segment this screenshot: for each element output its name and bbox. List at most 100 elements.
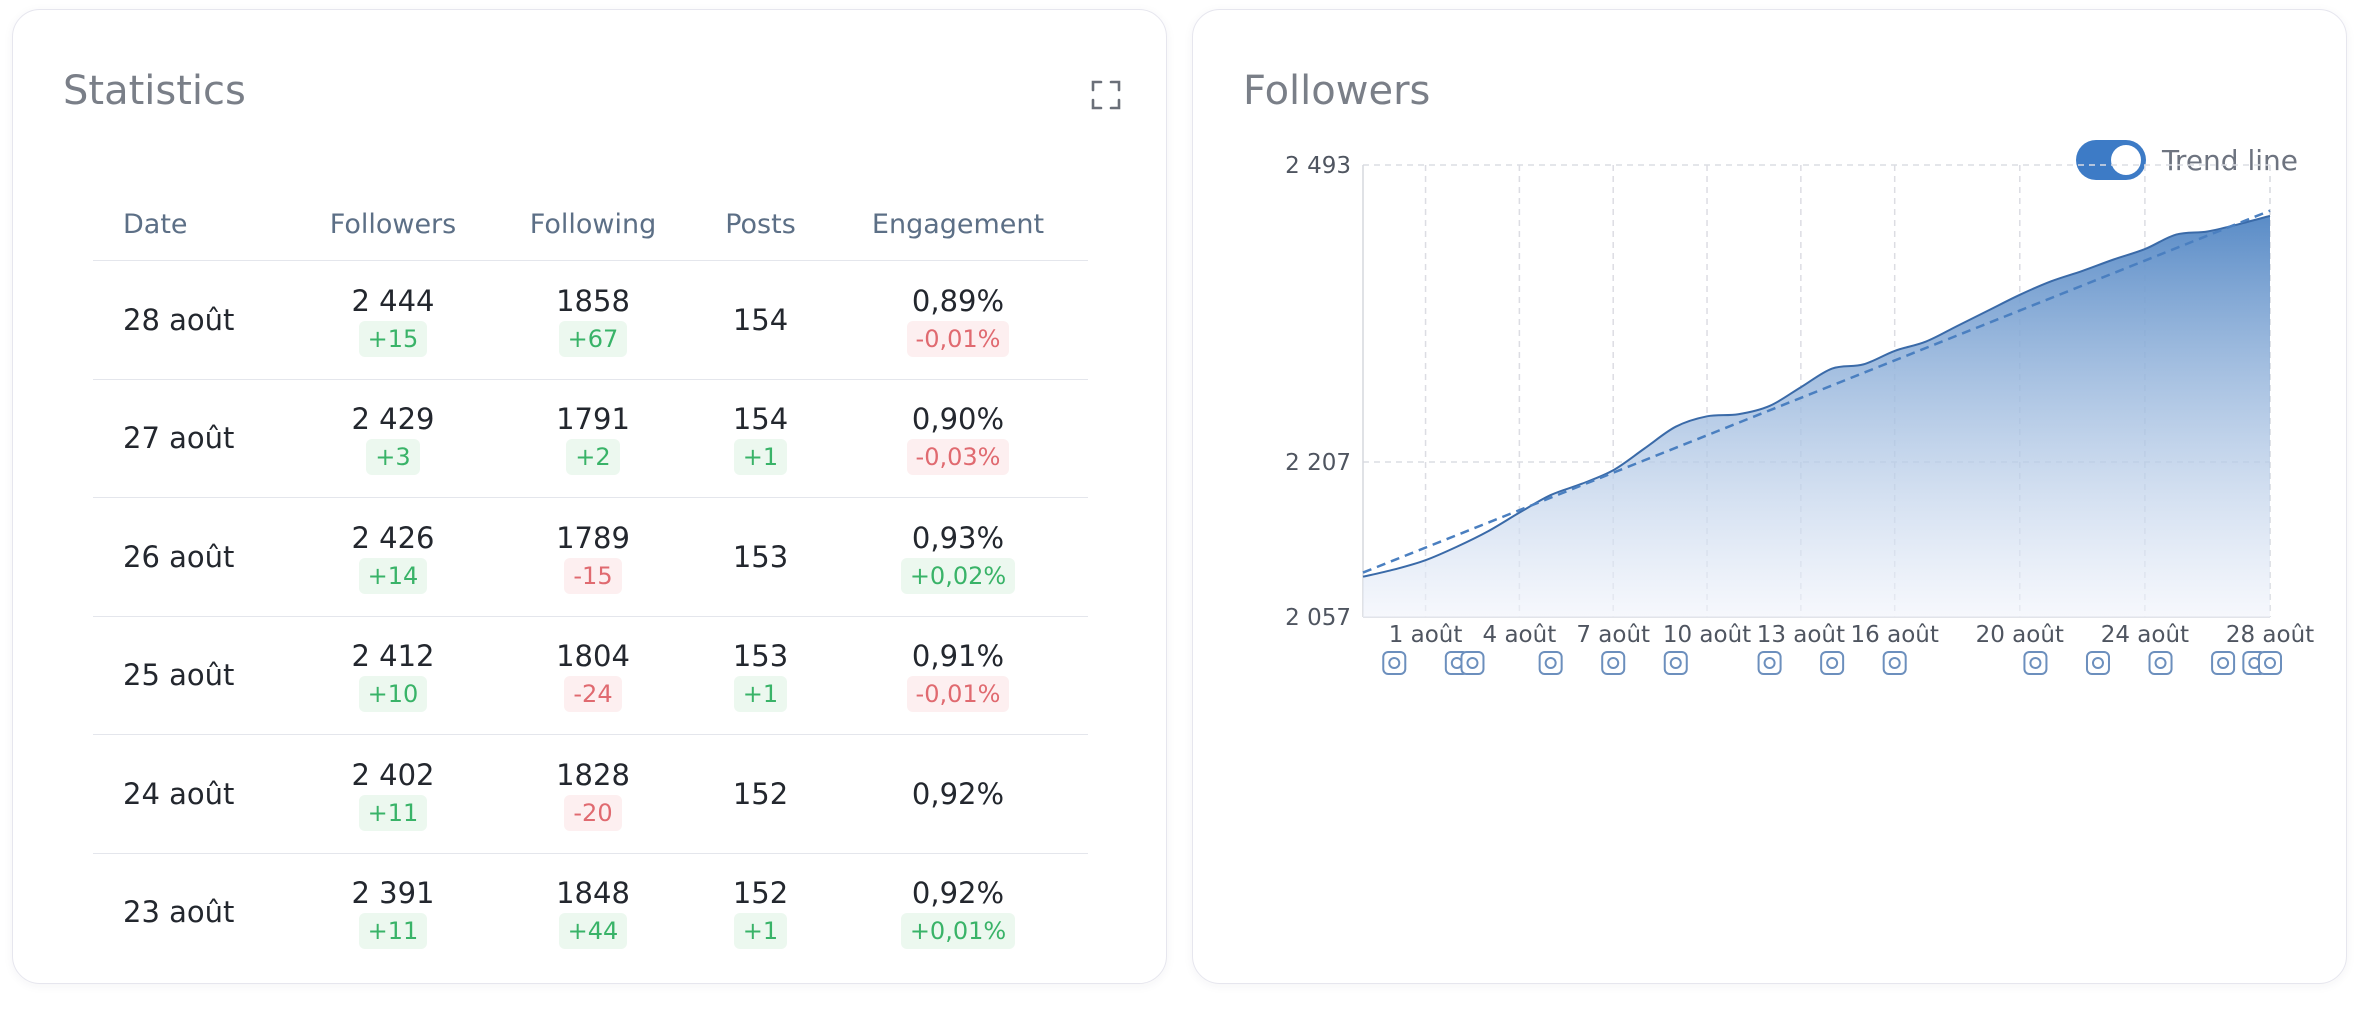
cell-engagement: 0,89% -0,01%	[828, 260, 1088, 380]
date-value: 28 août	[123, 302, 235, 337]
engagement-value: 0,93%	[911, 520, 1005, 555]
engagement-value: 0,90%	[911, 402, 1005, 437]
followers-delta-badge: +11	[358, 913, 428, 950]
following-delta-badge: +2	[566, 439, 620, 476]
following-value: 1804	[556, 639, 630, 674]
followers-value: 2 429	[351, 402, 435, 437]
followers-value: 2 391	[351, 876, 435, 911]
instagram-post-icon[interactable]	[1382, 651, 1407, 675]
instagram-post-icon[interactable]	[1757, 651, 1782, 675]
engagement-value: 0,89%	[911, 283, 1005, 318]
cell-posts: 154	[693, 260, 828, 380]
cell-following: 1791 +2	[493, 379, 693, 498]
cell-followers: 2 429 +3	[293, 379, 493, 498]
toggle-knob	[2110, 145, 2141, 175]
cell-followers: 2 391 +11	[293, 853, 493, 971]
instagram-post-icon[interactable]	[2023, 651, 2048, 675]
x-tick-label: 24 août	[2101, 622, 2189, 648]
cell-engagement: 0,91% -0,01%	[828, 616, 1088, 735]
cell-posts: 153	[693, 497, 828, 617]
column-header-engagement[interactable]: Engagement	[828, 188, 1088, 261]
column-header-following[interactable]: Following	[493, 188, 693, 261]
instagram-post-icon[interactable]	[2258, 651, 2282, 675]
instagram-post-icon[interactable]	[2085, 651, 2110, 675]
trend-line-label: Trend line	[2161, 143, 2298, 177]
following-value: 1828	[556, 757, 630, 792]
following-value: 1791	[556, 402, 630, 437]
column-header-followers[interactable]: Followers	[293, 188, 493, 261]
cell-following: 1858 +67	[493, 260, 693, 380]
followers-delta-badge: +3	[366, 439, 420, 476]
posts-delta-badge: +1	[733, 913, 788, 950]
cell-posts: 152	[693, 734, 828, 854]
cell-followers: 2 444 +15	[293, 260, 493, 380]
posts-delta-badge: +1	[733, 676, 788, 713]
date-value: 23 août	[123, 895, 235, 930]
table-row: 27 août 2 429 +3 1791 +2 154 +1 0,90% -0,03%	[93, 379, 1088, 498]
followers-chart: 2 057 2 207 2 493 1 août 4 août 7 août 10 août…	[1285, 153, 2314, 675]
following-delta-badge: -24	[564, 676, 622, 713]
x-tick-label: 20 août	[1976, 622, 2064, 648]
expand-icon[interactable]	[1091, 80, 1121, 110]
followers-delta-badge: +15	[358, 320, 428, 357]
engagement-value: 0,92%	[911, 876, 1005, 911]
cell-posts: 154 +1	[693, 379, 828, 498]
statistics-panel: Statistics Date Followers Following Post…	[12, 9, 1167, 984]
x-tick-label: 7 août	[1576, 622, 1650, 648]
followers-delta-badge: +10	[358, 676, 428, 713]
cell-followers: 2 426 +14	[293, 497, 493, 617]
cell-engagement: 0,90% -0,03%	[828, 379, 1088, 498]
posts-value: 152	[732, 776, 789, 811]
cell-posts: 153 +1	[693, 616, 828, 735]
y-tick-label: 2 207	[1285, 450, 1351, 476]
x-tick-label: 4 août	[1483, 622, 1557, 648]
following-delta-badge: -20	[564, 794, 622, 831]
engagement-value: 0,91%	[911, 639, 1005, 674]
following-delta-badge: +44	[558, 913, 628, 950]
followers-value: 2 402	[351, 757, 435, 792]
column-header-date[interactable]: Date	[93, 188, 293, 261]
toggle-track[interactable]	[2075, 140, 2146, 180]
cell-following: 1848 +44	[493, 853, 693, 971]
x-tick-label: 16 août	[1851, 622, 1939, 648]
instagram-post-icon[interactable]	[1538, 651, 1563, 675]
cell-following: 1804 -24	[493, 616, 693, 735]
cell-date: 27 août	[93, 379, 293, 498]
following-delta-badge: -15	[564, 557, 622, 594]
y-tick-label: 2 057	[1285, 605, 1351, 631]
table-row: 23 août 2 391 +11 1848 +44 152 +1 0,92% +0,01%	[93, 853, 1088, 971]
table-row: 28 août 2 444 +15 1858 +67 154 0,89% -0,01%	[93, 260, 1088, 380]
cell-date: 28 août	[93, 260, 293, 380]
instagram-post-icon[interactable]	[2211, 651, 2236, 675]
date-value: 25 août	[123, 658, 235, 693]
followers-value: 2 444	[351, 283, 435, 318]
cell-engagement: 0,92%	[828, 734, 1088, 854]
followers-panel: Followers Trend line 2 057 2 207 2 493 1 ao…	[1192, 9, 2347, 984]
statistics-title: Statistics	[63, 68, 246, 114]
instagram-post-icon[interactable]	[1460, 651, 1485, 675]
instagram-post-icon[interactable]	[1601, 651, 1626, 675]
column-header-posts[interactable]: Posts	[693, 188, 828, 261]
trend-line-toggle[interactable]: Trend line	[2075, 140, 2298, 180]
cell-date: 25 août	[93, 616, 293, 735]
instagram-post-icon[interactable]	[1663, 651, 1688, 675]
instagram-post-icon[interactable]	[1820, 651, 1845, 675]
instagram-post-icon[interactable]	[1882, 651, 1907, 675]
cell-posts: 152 +1	[693, 853, 828, 971]
table-header-row: Date Followers Following Posts Engagemen…	[93, 188, 1088, 261]
instagram-post-icon[interactable]	[2148, 651, 2173, 675]
posts-delta-badge: +1	[733, 439, 788, 476]
followers-area	[1363, 215, 2270, 617]
trend-line	[1362, 209, 2271, 574]
posts-value: 152	[732, 876, 789, 911]
engagement-delta-badge: +0,01%	[900, 913, 1016, 950]
date-value: 27 août	[123, 421, 235, 456]
statistics-table: Date Followers Following Posts Engagemen…	[93, 188, 1088, 971]
table-row: 26 août 2 426 +14 1789 -15 153 0,93% +0,02%	[93, 497, 1088, 617]
engagement-delta-badge: -0,01%	[906, 676, 1010, 713]
date-value: 24 août	[123, 776, 235, 811]
cell-engagement: 0,92% +0,01%	[828, 853, 1088, 971]
following-delta-badge: +67	[558, 320, 628, 357]
following-value: 1858	[556, 283, 630, 318]
x-tick-label: 10 août	[1663, 622, 1751, 648]
